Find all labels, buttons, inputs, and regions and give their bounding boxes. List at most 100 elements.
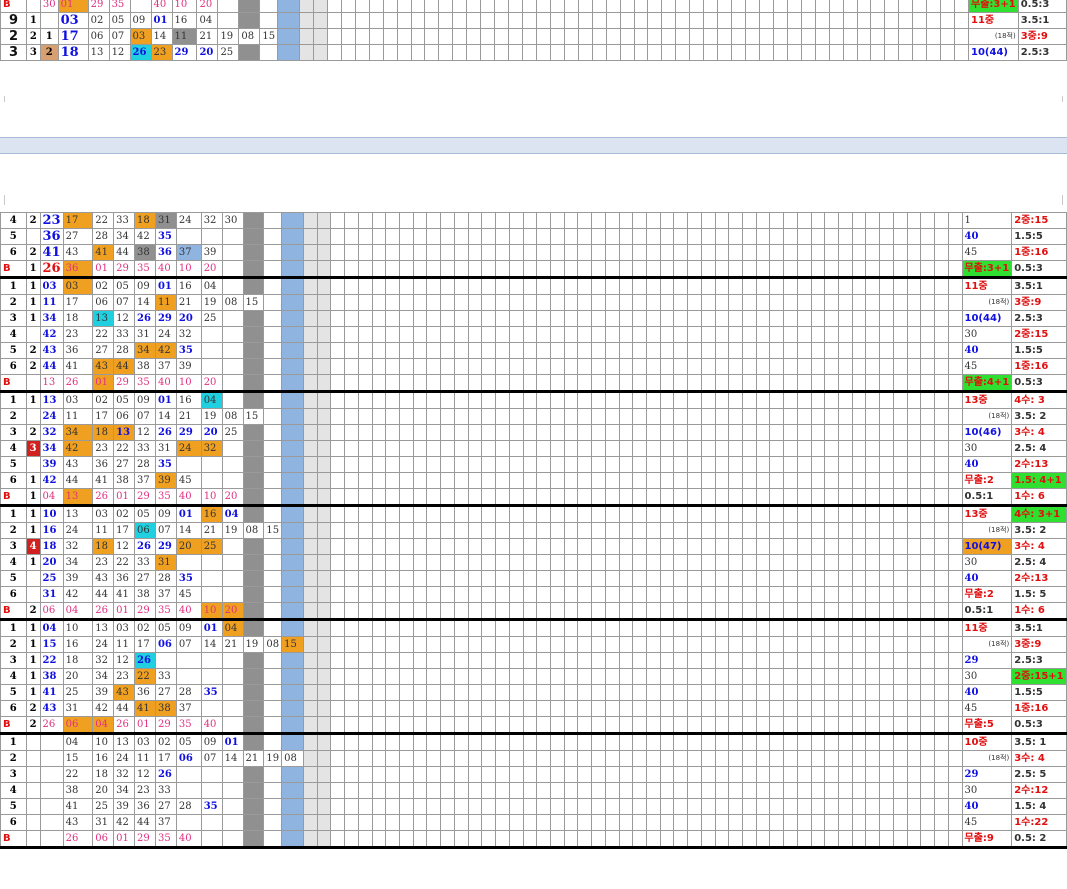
table-cell[interactable] [824,700,840,717]
table-cell[interactable] [440,538,455,555]
table-cell[interactable] [947,782,963,799]
table-cell[interactable] [851,358,867,375]
table-cell[interactable] [810,212,826,229]
table-cell[interactable] [865,228,881,245]
table-cell[interactable] [357,294,373,311]
table-cell[interactable]: 44 [134,814,156,831]
table-cell[interactable]: 41 [39,684,64,701]
table-cell[interactable] [892,228,908,245]
table-cell[interactable] [200,358,223,375]
table-cell[interactable] [728,424,744,441]
table-cell[interactable] [508,456,524,473]
table-cell[interactable] [426,505,442,523]
table-cell[interactable] [263,294,283,311]
table-cell[interactable]: 1중:16 [1011,700,1067,717]
table-cell[interactable] [755,358,771,375]
table-cell[interactable] [344,472,359,489]
table-cell[interactable] [385,570,401,587]
table-cell[interactable] [591,750,606,767]
table-cell[interactable] [344,488,359,507]
table-cell[interactable] [687,260,702,279]
table-cell[interactable]: 38 [113,472,136,489]
table-cell[interactable] [947,488,963,507]
table-cell[interactable] [796,310,812,327]
table-cell[interactable] [824,488,840,507]
table-cell[interactable] [851,766,867,783]
table-cell[interactable] [200,570,223,587]
table-cell[interactable] [303,733,318,751]
table-cell[interactable] [879,798,894,815]
table-cell[interactable] [221,358,244,375]
table-cell[interactable] [281,342,305,359]
table-cell[interactable]: 19 [200,294,223,311]
table-cell[interactable] [591,766,606,783]
table-cell[interactable] [940,0,956,13]
table-cell[interactable] [154,652,177,669]
table-cell[interactable]: 32 [200,212,223,229]
table-cell[interactable] [221,782,244,799]
table-cell[interactable]: 11중 [968,12,1019,29]
table-cell[interactable]: 35 [200,798,223,815]
table-cell[interactable] [920,294,936,311]
table-cell[interactable] [700,782,716,799]
table-cell[interactable]: 무출:3+1 [968,0,1019,13]
table-cell[interactable] [591,716,606,735]
table-cell[interactable]: 34 [39,440,64,457]
table-cell[interactable]: 34 [113,782,136,799]
table-cell[interactable] [934,228,949,245]
table-cell[interactable] [800,28,816,45]
table-cell[interactable]: 1 [25,294,41,311]
table-cell[interactable] [330,619,346,637]
table-cell[interactable] [659,636,675,653]
table-cell[interactable] [277,44,300,61]
table-cell[interactable]: 05 [154,619,177,637]
table-cell[interactable] [330,716,346,735]
table-cell[interactable] [357,652,373,669]
table-cell[interactable] [920,766,936,783]
table-cell[interactable] [619,44,635,61]
table-cell[interactable] [604,602,620,621]
table-cell[interactable] [175,766,202,783]
table-cell[interactable] [481,391,497,409]
table-cell[interactable] [424,28,440,45]
table-cell[interactable] [330,310,346,327]
table-cell[interactable] [591,310,606,327]
table-cell[interactable] [824,570,840,587]
table-cell[interactable] [303,619,318,637]
table-cell[interactable] [563,12,579,29]
table-cell[interactable] [714,554,730,571]
table-cell[interactable] [371,700,387,717]
table-cell[interactable] [755,472,771,489]
table-cell[interactable]: 04 [200,391,223,409]
table-cell[interactable] [755,244,771,261]
table-cell[interactable] [645,700,661,717]
table-cell[interactable] [357,538,373,555]
table-cell[interactable] [838,814,853,831]
table-cell[interactable] [783,782,798,799]
table-cell[interactable] [755,636,771,653]
table-cell[interactable] [303,408,318,425]
table-cell[interactable]: 21 [196,28,219,45]
table-cell[interactable] [577,505,593,523]
table-cell[interactable] [495,538,510,555]
table-cell[interactable] [453,212,469,229]
table-cell[interactable] [467,602,483,621]
table-cell[interactable] [549,538,565,555]
table-cell[interactable] [453,260,469,279]
table-cell[interactable] [906,636,922,653]
table-cell[interactable]: B [0,602,27,621]
table-cell[interactable]: 15 [62,750,94,767]
table-cell[interactable] [851,391,867,409]
table-cell[interactable] [673,668,689,685]
table-cell[interactable] [39,782,64,799]
table-cell[interactable] [728,636,744,653]
table-cell[interactable] [453,668,469,685]
table-cell[interactable] [898,28,914,45]
table-cell[interactable] [242,619,265,637]
table-cell[interactable] [467,228,483,245]
table-cell[interactable] [330,488,346,507]
table-cell[interactable]: 09 [175,619,202,637]
table-cell[interactable] [714,391,730,409]
table-cell[interactable] [884,28,900,45]
table-cell[interactable] [577,28,593,45]
